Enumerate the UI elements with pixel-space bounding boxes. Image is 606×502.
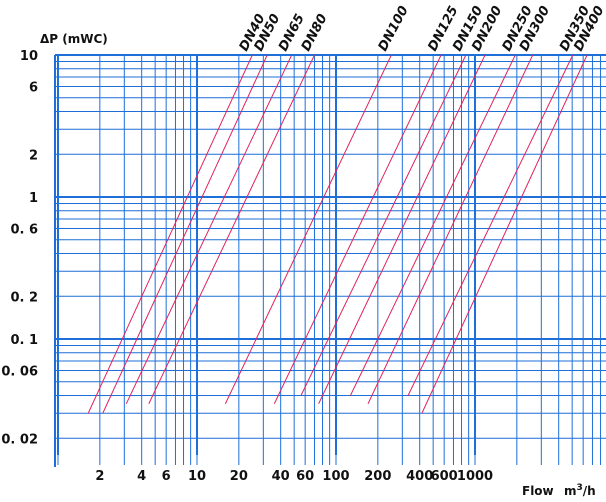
curve-dn400 [421, 55, 588, 414]
x-unit-base: m [564, 484, 577, 498]
curves [87, 55, 588, 414]
y-tick-label: 0. 06 [1, 365, 38, 380]
x-tick-label: 200 [364, 469, 391, 484]
x-tick-label: 10 [188, 469, 206, 484]
x-tick-label: 40 [272, 469, 290, 484]
curve-dn200 [318, 55, 486, 404]
x-tick-label: 2 [95, 469, 104, 484]
x-unit-tail: /h [583, 484, 596, 498]
y-tick-label: 10 [20, 49, 38, 64]
x-axis-unit: m3/h [564, 483, 596, 498]
grid [54, 54, 606, 467]
y-tick-label: 2 [29, 148, 38, 163]
curve-dn100 [224, 55, 392, 404]
x-unit-exp: 3 [577, 483, 583, 493]
x-tick-label: 100 [322, 469, 349, 484]
curve-dn80 [148, 55, 315, 404]
x-tick-label: 6 [162, 469, 171, 484]
x-tick-label: 60 [296, 469, 314, 484]
y-tick-label: 0. 2 [10, 290, 38, 305]
y-tick-label: 0. 1 [10, 333, 38, 348]
y-axis-label: ΔP (mWC) [40, 32, 108, 46]
y-tick-label: 6 [29, 81, 38, 96]
series-label-dn100: DN100 [376, 4, 412, 54]
x-tick-label: 4 [137, 469, 146, 484]
curve-dn350 [407, 55, 574, 396]
curve-dn65 [125, 55, 293, 404]
curve-dn250 [349, 55, 516, 396]
x-tick-label: 20 [230, 469, 248, 484]
x-tick-label: 1000 [457, 469, 493, 484]
curve-dn40 [87, 55, 253, 414]
curve-dn50 [102, 55, 268, 414]
y-tick-label: 0. 02 [1, 432, 38, 447]
x-tick-label: 400 [406, 469, 433, 484]
y-tick-label: 0. 6 [10, 223, 38, 238]
curve-dn125 [273, 55, 442, 404]
x-tick-label: 600 [431, 469, 458, 484]
y-tick-label: 1 [29, 191, 38, 206]
curve-dn150 [300, 55, 467, 396]
x-axis-label: Flow [522, 484, 554, 498]
curve-dn300 [367, 55, 534, 404]
